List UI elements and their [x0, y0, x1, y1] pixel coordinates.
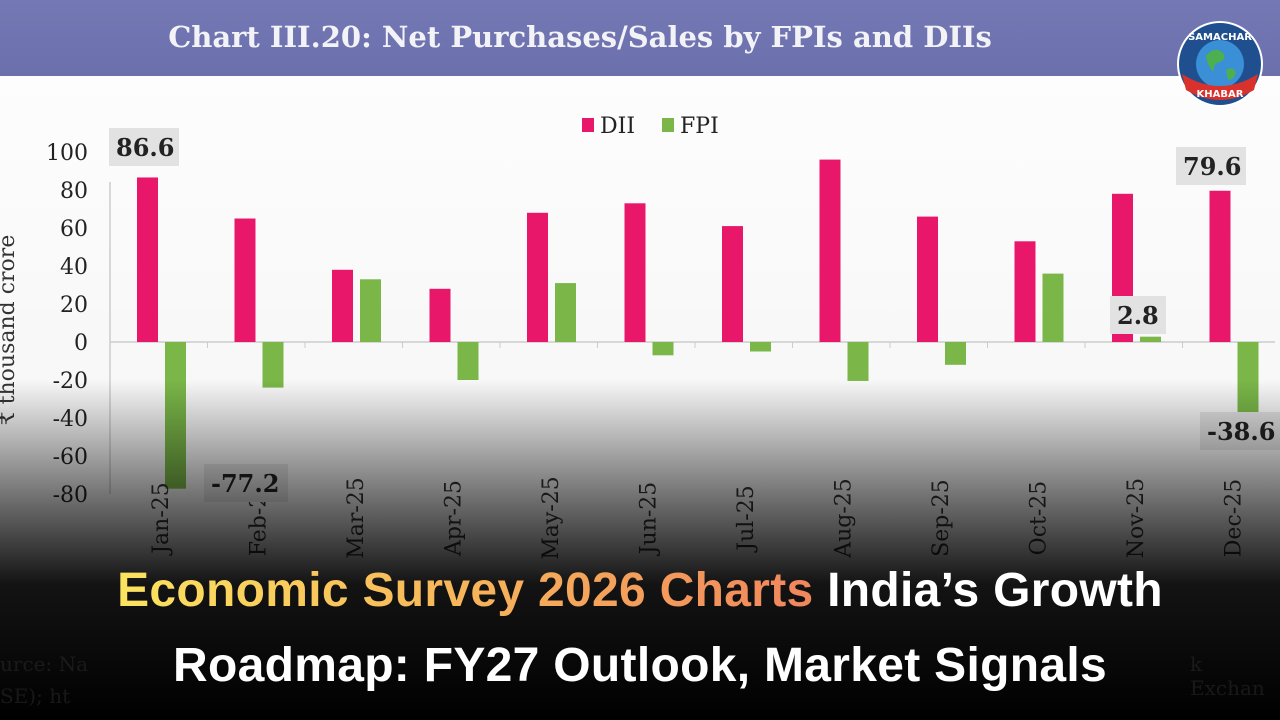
bar-fpi-sep-25	[945, 342, 966, 365]
logo-text-bottom: KHABAR	[1197, 89, 1244, 100]
samachar-khabar-logo: SAMACHAR KHABAR	[1177, 21, 1263, 107]
data-label-box	[1176, 147, 1246, 185]
bar-fpi-aug-25	[847, 342, 869, 381]
y-tick-label: -40	[53, 407, 88, 432]
y-tick-label: 20	[60, 293, 88, 318]
headline-line-2: Roadmap: FY27 Outlook, Market Signals	[173, 639, 1107, 692]
bar-dii-sep-25	[917, 216, 938, 342]
y-tick-label: 0	[74, 331, 88, 356]
bar-fpi-mar-25	[360, 279, 381, 342]
y-tick-label: -20	[53, 369, 88, 394]
x-tick-label: Jun-25	[637, 482, 662, 557]
x-tick-label: May-25	[539, 476, 564, 560]
x-tick-label: Dec-25	[1222, 479, 1247, 557]
chart-title: Chart III.20: Net Purchases/Sales by FPI…	[168, 20, 992, 54]
bar-dii-apr-25	[429, 288, 451, 342]
bar-dii-jun-25	[624, 203, 646, 342]
data-label: 86.6	[116, 133, 174, 162]
y-tick-label: -80	[53, 483, 88, 508]
y-tick-label: 100	[46, 141, 88, 166]
bar-fpi-jan-25	[165, 342, 186, 489]
x-tick-label: Nov-25	[1124, 478, 1149, 558]
x-tick-label: Oct-25	[1027, 481, 1052, 556]
x-tick-label: Jan-25	[149, 482, 174, 556]
headline-line-1: Economic Survey 2026 Charts India’s Grow…	[0, 563, 1280, 618]
source-fragment: urce: Na	[0, 652, 88, 676]
y-axis-label: ₹ thousand crore	[0, 235, 20, 426]
bar-dii-jul-25	[722, 226, 743, 342]
bar-dii-aug-25	[819, 159, 841, 342]
data-label: -77.2	[211, 469, 279, 498]
data-label-box	[109, 128, 179, 166]
bar-fpi-jul-25	[750, 342, 771, 352]
data-label-box	[1110, 296, 1166, 334]
legend-label-dii: DII	[600, 114, 635, 139]
y-tick-label: 40	[60, 255, 88, 280]
bar-dii-mar-25	[332, 269, 353, 342]
bar-fpi-dec-25	[1237, 342, 1259, 416]
bar-fpi-apr-25	[457, 342, 479, 380]
x-tick-label: Apr-25	[442, 480, 467, 557]
y-tick-label: 80	[60, 179, 88, 204]
bar-fpi-may-25	[555, 283, 576, 342]
headline-rest: India’s Growth	[827, 564, 1163, 617]
bar-dii-oct-25	[1014, 241, 1036, 342]
y-tick-label: 60	[60, 217, 88, 242]
x-tick-label: Aug-25	[832, 478, 857, 559]
bar-fpi-nov-25	[1140, 336, 1161, 342]
x-tick-label: Jul-25	[734, 485, 759, 552]
legend-swatch-fpi	[662, 118, 674, 132]
bar-dii-jan-25	[137, 177, 158, 342]
bar-dii-may-25	[527, 212, 548, 342]
source-fragment: k Exchan	[1190, 652, 1265, 700]
bar-fpi-jun-25	[652, 342, 674, 356]
legend-swatch-dii	[582, 118, 594, 132]
bar-fpi-oct-25	[1042, 273, 1064, 342]
data-label: 79.6	[1183, 152, 1241, 181]
data-label: -38.6	[1207, 417, 1275, 446]
logo-text-top: SAMACHAR	[1188, 32, 1252, 43]
bar-dii-feb-25	[234, 218, 256, 342]
y-tick-label: -60	[53, 445, 88, 470]
data-label: 2.8	[1117, 301, 1159, 330]
x-tick-label: Mar-25	[344, 477, 369, 559]
legend-label-fpi: FPI	[680, 114, 719, 139]
headline-highlight: Economic Survey 2026 Charts	[117, 564, 814, 617]
bar-fpi-feb-25	[262, 342, 284, 388]
chart-title-banner: Chart III.20: Net Purchases/Sales by FPI…	[0, 0, 1280, 79]
source-fragment: SE); ht	[0, 684, 71, 708]
bar-dii-dec-25	[1209, 190, 1231, 342]
x-tick-label: Sep-25	[929, 479, 954, 557]
